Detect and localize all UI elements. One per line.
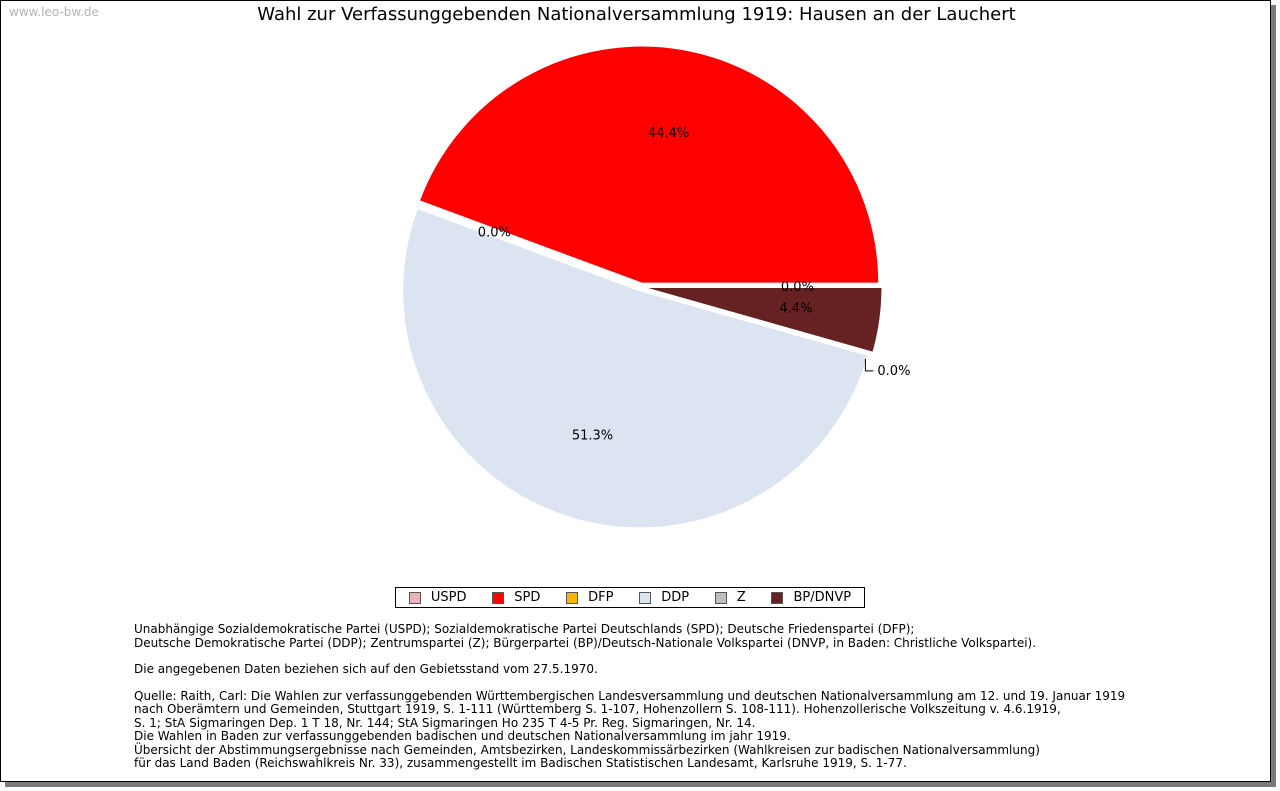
party-abbreviations-line: Unabhängige Sozialdemokratische Partei (… [134, 622, 915, 636]
pie-chart: 44.4% 51.3% 4.4% 0.0% 0.0% 0.0% [402, 45, 911, 529]
legend-swatch [714, 591, 727, 604]
source-line: Übersicht der Abstimmungsergebnisse nach… [134, 742, 1040, 757]
legend-label: DFP [588, 590, 614, 605]
legend: USPD SPD DFP DDP Z BP/DNVP [395, 587, 865, 608]
legend-swatch [566, 591, 579, 604]
slice-label: 44.4% [648, 126, 689, 141]
source-line: für das Land Baden (Reichswahlkreis Nr. … [134, 756, 907, 770]
legend-swatch [639, 591, 652, 604]
legend-item-uspd: USPD [408, 590, 467, 605]
party-abbreviations-line: Deutsche Demokratische Partei (DDP); Zen… [134, 635, 1037, 650]
slice-label: 0.0% [877, 364, 910, 379]
legend-item-z: Z [714, 590, 746, 605]
chart-title: Wahl zur Verfassunggebenden Nationalvers… [257, 4, 1016, 25]
territory-note: Die angegebenen Daten beziehen sich auf … [134, 662, 598, 676]
legend-swatch [771, 591, 784, 604]
notes: Unabhängige Sozialdemokratische Partei (… [134, 622, 1234, 771]
pie-slice-ddp [402, 207, 869, 529]
pie-slices [402, 45, 883, 529]
source-line: S. 1; StA Sigmaringen Dep. 1 T 18, Nr. 1… [134, 715, 756, 730]
slice-label: 51.3% [572, 429, 613, 444]
legend-label: BP/DNVP [793, 590, 852, 605]
legend-swatch [492, 591, 505, 604]
leader-line [864, 358, 874, 372]
pie-slice-spd [418, 45, 880, 284]
legend-item-dfp: DFP [566, 590, 613, 605]
legend-item-bp-dnvp: BP/DNVP [771, 590, 851, 605]
watermark: www.leo-bw.de [9, 5, 99, 19]
slice-label: 0.0% [478, 226, 511, 241]
pie-slice-bp-dnvp [644, 287, 883, 353]
slice-label: 4.4% [779, 302, 812, 317]
legend-label: Z [736, 590, 746, 605]
slice-label: 0.0% [781, 280, 814, 295]
legend-swatch [408, 591, 421, 604]
legend-label: USPD [430, 590, 467, 605]
legend-item-spd: SPD [492, 590, 540, 605]
legend-item-ddp: DDP [639, 590, 689, 605]
legend-label: DDP [661, 590, 690, 605]
source-line: Die Wahlen in Baden zur verfassunggebend… [134, 729, 791, 743]
source-line: Quelle: Raith, Carl: Die Wahlen zur verf… [134, 688, 1126, 703]
legend-label: SPD [514, 590, 541, 605]
pie-labels: 44.4% 51.3% 4.4% 0.0% 0.0% 0.0% [478, 126, 911, 444]
source-line: nach Oberämtern und Gemeinden, Stuttgart… [134, 702, 1061, 716]
